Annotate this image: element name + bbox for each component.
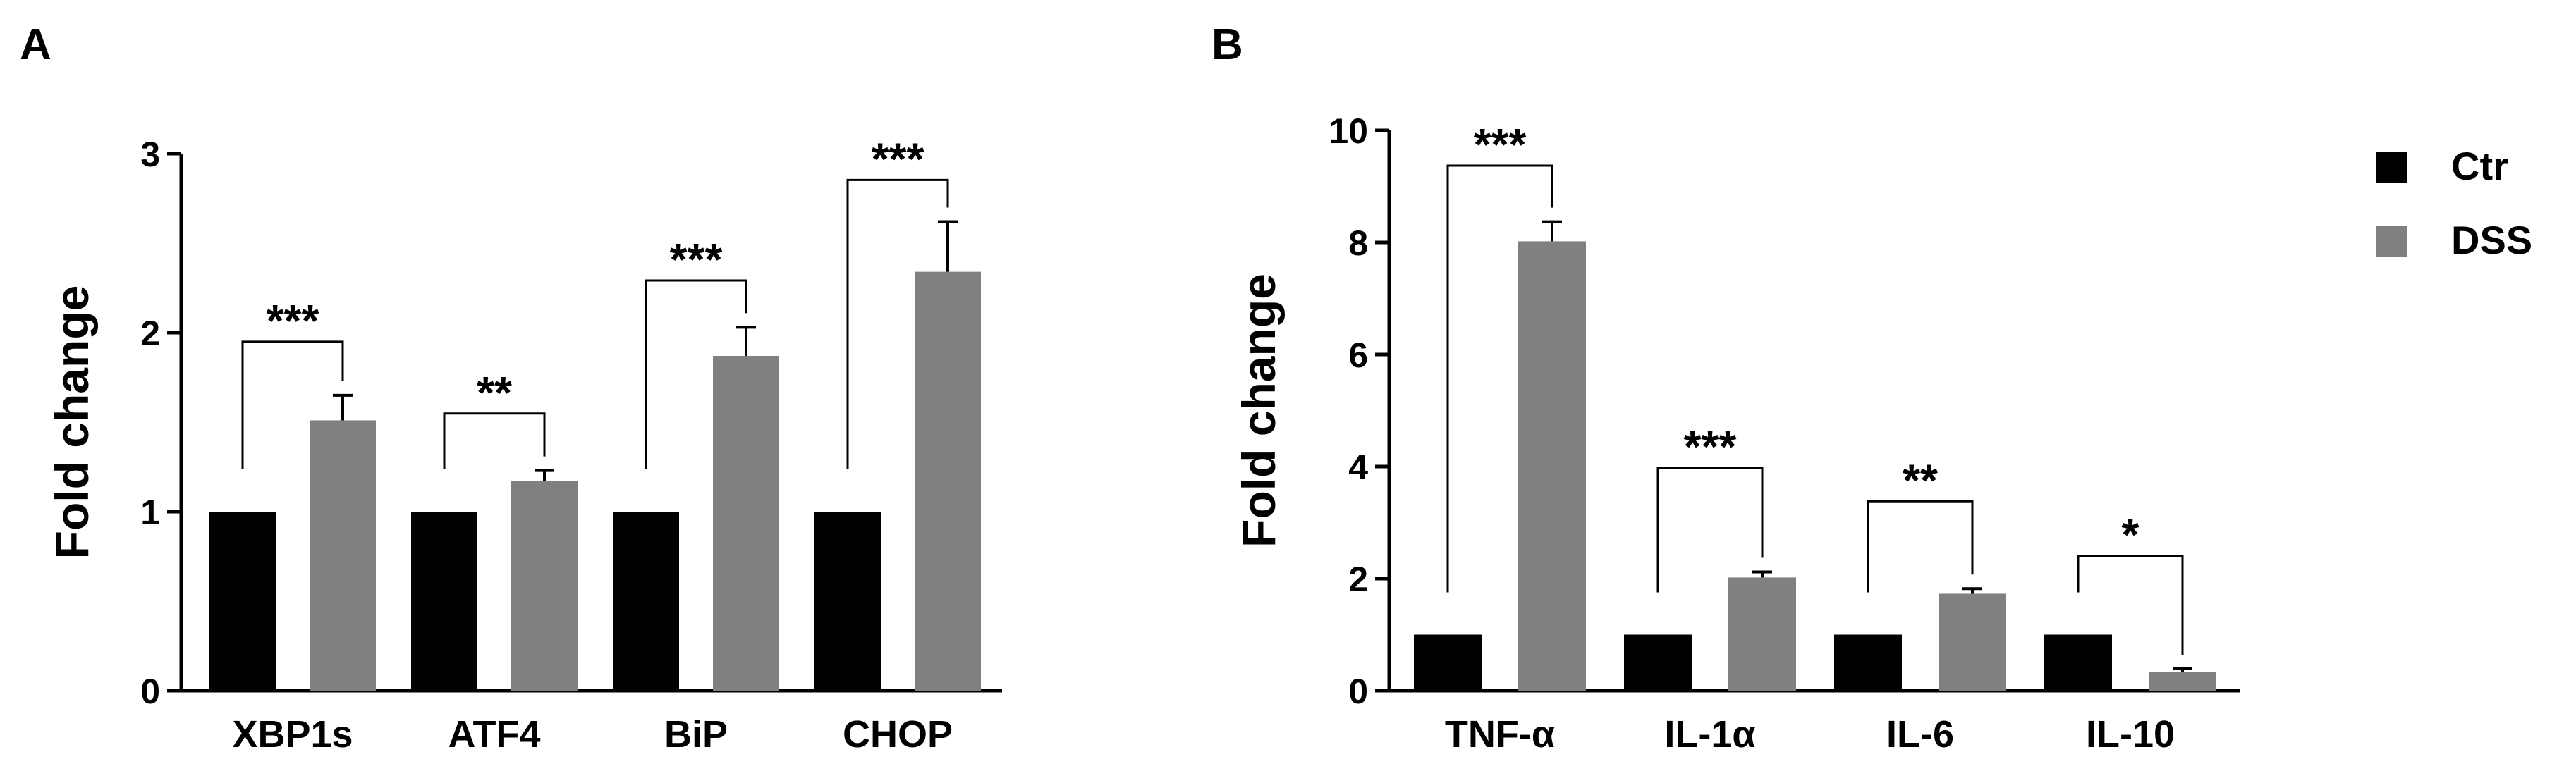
significance-bracket: [241, 340, 344, 469]
bar-dss: [1939, 593, 2006, 691]
bar-dss: [915, 271, 981, 691]
bar-ctr: [209, 512, 276, 691]
significance-bracket: [1867, 500, 1974, 593]
significance-bracket: [1446, 164, 1553, 593]
significance-bracket: [846, 178, 949, 469]
x-tick-label: ATF4: [448, 713, 541, 756]
y-tick-label: 2: [1348, 560, 1368, 599]
x-tick-label: BiP: [664, 713, 728, 756]
bar-dss: [310, 420, 376, 691]
y-tick-label: 10: [1329, 111, 1368, 151]
legend-swatch-ctr: [2376, 152, 2407, 183]
y-axis-label: Fold change: [1233, 273, 1285, 548]
x-tick-label: TNF-α: [1445, 713, 1555, 756]
legend-swatch-dss: [2376, 226, 2407, 257]
bar-ctr: [1414, 634, 1482, 691]
panel-label: A: [20, 20, 51, 69]
significance-label: ***: [872, 133, 924, 184]
bar-dss: [1728, 577, 1796, 691]
bar-ctr: [2044, 634, 2112, 691]
bar-ctr: [1834, 634, 1902, 691]
y-tick-label: 3: [140, 135, 160, 174]
x-tick-label: IL-10: [2086, 713, 2175, 756]
panel-label: B: [1211, 20, 1243, 69]
bar-ctr: [613, 512, 679, 691]
significance-bracket: [2077, 555, 2184, 655]
significance-label: ***: [1474, 119, 1527, 170]
x-tick-label: IL-1α: [1664, 713, 1755, 756]
y-tick-label: 4: [1348, 448, 1368, 487]
y-tick-label: 0: [1348, 672, 1368, 711]
significance-label: **: [477, 367, 512, 418]
significance-bracket: [1656, 466, 1764, 593]
y-tick-label: 8: [1348, 223, 1368, 263]
significance-label: ***: [1684, 421, 1737, 471]
significance-label: ***: [670, 234, 723, 285]
y-axis-label: Fold change: [46, 285, 98, 560]
significance-label: *: [2122, 510, 2139, 560]
legend-label-dss: DSS: [2451, 218, 2532, 262]
x-tick-label: IL-6: [1886, 713, 1954, 756]
x-tick-label: XBP1s: [232, 713, 353, 756]
bar-ctr: [411, 512, 477, 691]
bar-dss: [713, 356, 779, 691]
bar-ctr: [814, 512, 881, 691]
significance-label: ***: [267, 295, 319, 346]
x-tick-label: CHOP: [843, 713, 953, 756]
legend-label-ctr: Ctr: [2451, 144, 2508, 188]
bar-ctr: [1624, 634, 1692, 691]
y-tick-label: 2: [140, 314, 160, 353]
legend: Ctr DSS: [2376, 144, 2532, 262]
significance-bracket: [645, 279, 747, 469]
bar-dss: [511, 481, 578, 691]
y-tick-label: 6: [1348, 335, 1368, 375]
bar-dss: [2149, 672, 2216, 691]
panel-a: A Fold change 0 1 2 3 XBP1s *** ATF4 ** BiP *** CHOP…: [20, 20, 1002, 756]
y-tick-label: 0: [140, 672, 160, 711]
significance-label: **: [1903, 455, 1938, 505]
bar-dss: [1518, 241, 1586, 691]
y-tick-label: 1: [140, 493, 160, 532]
significance-bracket: [443, 412, 546, 469]
